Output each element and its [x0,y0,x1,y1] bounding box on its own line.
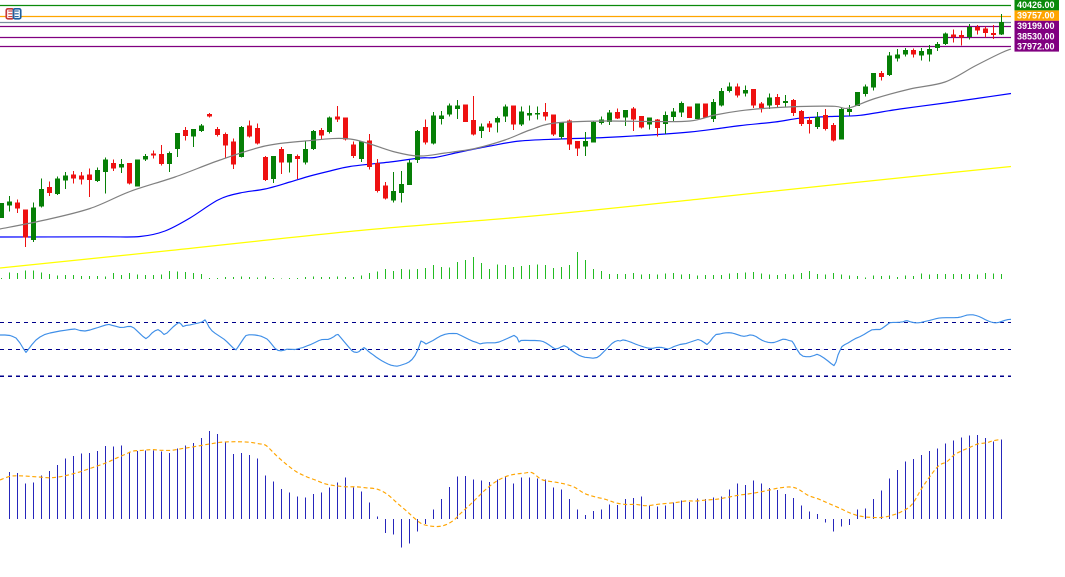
svg-text:39199.00: 39199.00 [1017,21,1055,31]
svg-text:37972.00: 37972.00 [1017,42,1055,52]
svg-text:39757.00: 39757.00 [1017,11,1055,21]
svg-text:38530.00: 38530.00 [1017,31,1055,41]
svg-text:40426.00: 40426.00 [1017,0,1055,10]
